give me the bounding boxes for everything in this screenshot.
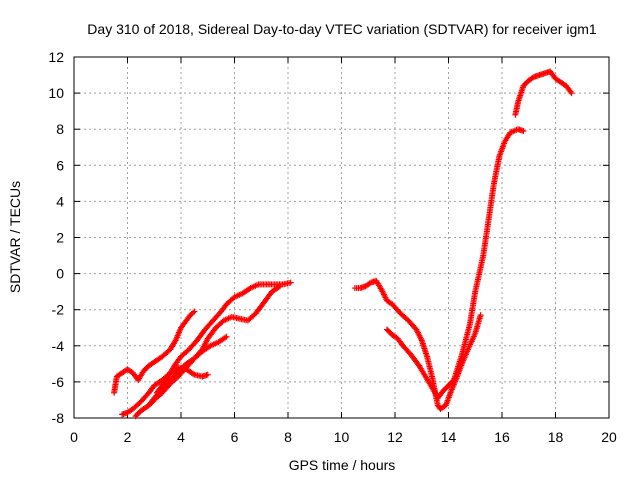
y-tick-label: 2 <box>56 230 64 246</box>
data-point <box>520 128 527 135</box>
data-point <box>204 371 211 378</box>
series-arc-7 <box>383 126 527 402</box>
data-point <box>477 312 484 319</box>
y-tick-label: 4 <box>56 193 64 209</box>
series-arc-4 <box>145 333 230 409</box>
y-tick-label: 12 <box>48 49 64 65</box>
data-point <box>222 334 229 341</box>
y-tick-label: 6 <box>56 157 64 173</box>
x-tick-label: 16 <box>494 429 510 445</box>
x-tick-label: 20 <box>601 429 617 445</box>
y-tick-label: 0 <box>56 266 64 282</box>
data-point <box>276 283 283 290</box>
y-tick-label: -2 <box>52 302 65 318</box>
y-tick-labels: -8 -6 -4 -2 0 2 4 6 8 10 12 <box>48 49 64 426</box>
x-tick-label: 12 <box>387 429 403 445</box>
x-tick-label: 14 <box>441 429 457 445</box>
y-tick-label: -8 <box>52 410 65 426</box>
y-tick-label: -6 <box>52 374 65 390</box>
data-point <box>190 370 197 377</box>
x-tick-label: 18 <box>548 429 564 445</box>
series-arc-2 <box>119 279 294 418</box>
data-point <box>223 333 230 340</box>
y-tick-label: 8 <box>56 121 64 137</box>
series-arc-8 <box>512 68 575 118</box>
chart-title: Day 310 of 2018, Sidereal Day-to-day VTE… <box>87 21 597 37</box>
y-tick-label: 10 <box>48 85 64 101</box>
series-arc-1 <box>111 308 198 396</box>
axis-ticks <box>73 56 610 419</box>
y-axis-label: SDTVAR / TECUs <box>7 181 23 293</box>
x-tick-label: 10 <box>334 429 350 445</box>
series-arc-5 <box>153 364 211 396</box>
data-point <box>432 391 439 398</box>
data-point <box>529 74 536 81</box>
data-point <box>366 280 373 287</box>
x-tick-label: 6 <box>231 429 239 445</box>
data-point <box>190 309 197 316</box>
data-markers <box>111 68 575 420</box>
data-point <box>287 279 294 286</box>
x-tick-labels: 0 2 4 6 8 10 12 14 16 18 20 <box>70 429 617 445</box>
y-tick-label: -4 <box>52 338 65 354</box>
x-tick-label: 2 <box>124 429 132 445</box>
data-point <box>275 284 282 291</box>
data-point <box>568 90 575 97</box>
x-tick-label: 4 <box>177 429 185 445</box>
x-tick-label: 0 <box>70 429 78 445</box>
x-axis-label: GPS time / hours <box>289 457 396 473</box>
data-point <box>191 308 198 315</box>
x-tick-label: 8 <box>284 429 292 445</box>
data-point <box>432 389 439 396</box>
